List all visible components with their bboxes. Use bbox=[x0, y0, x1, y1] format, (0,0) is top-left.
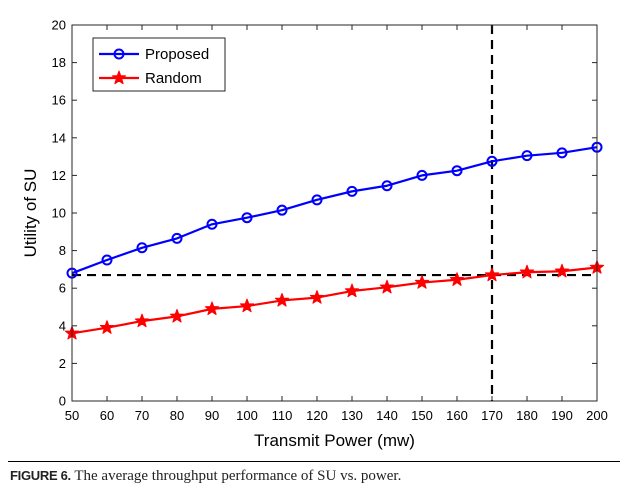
data-point-proposed bbox=[171, 232, 183, 244]
data-point-proposed bbox=[346, 185, 358, 197]
y-tick-label: 18 bbox=[52, 55, 66, 70]
y-tick-label: 0 bbox=[59, 394, 66, 409]
data-point-random bbox=[554, 263, 570, 278]
data-point-random bbox=[414, 275, 430, 289]
data-point-random bbox=[169, 308, 185, 323]
y-tick-label: 14 bbox=[52, 130, 66, 145]
series-line-proposed bbox=[71, 146, 598, 275]
data-point-proposed bbox=[241, 212, 253, 224]
data-point-random bbox=[379, 279, 395, 294]
x-axis-title: Transmit Power (mw) bbox=[254, 431, 415, 450]
x-tick-label: 120 bbox=[306, 408, 328, 423]
legend-label-random: Random bbox=[145, 70, 202, 87]
data-point-random bbox=[519, 264, 535, 279]
y-tick-label: 4 bbox=[59, 318, 66, 333]
x-tick-label: 170 bbox=[481, 408, 503, 423]
data-point-random bbox=[449, 272, 465, 286]
y-tick-label: 2 bbox=[59, 356, 66, 371]
x-tick-label: 50 bbox=[65, 408, 79, 423]
data-point-proposed bbox=[136, 242, 148, 254]
legend-marker-random bbox=[111, 70, 127, 85]
x-tick-label: 100 bbox=[236, 408, 258, 423]
caption-label: FIGURE 6. bbox=[10, 468, 71, 483]
data-point-proposed bbox=[276, 204, 288, 216]
data-point-random bbox=[484, 267, 500, 282]
x-tick-label: 160 bbox=[446, 408, 468, 423]
data-point-proposed bbox=[556, 147, 568, 159]
data-point-proposed bbox=[206, 218, 218, 230]
data-point-proposed bbox=[521, 150, 533, 162]
data-point-random bbox=[239, 298, 255, 313]
x-tick-label: 60 bbox=[100, 408, 114, 423]
x-tick-label: 110 bbox=[272, 408, 293, 423]
x-tick-label: 200 bbox=[586, 408, 608, 423]
legend-label-proposed: Proposed bbox=[145, 46, 209, 63]
data-point-random bbox=[99, 320, 115, 334]
x-tick-label: 140 bbox=[376, 408, 398, 423]
data-point-proposed bbox=[101, 254, 113, 266]
series-line-random bbox=[71, 266, 598, 335]
x-tick-label: 180 bbox=[516, 408, 538, 423]
data-point-random bbox=[204, 301, 220, 316]
data-point-random bbox=[274, 292, 290, 307]
x-tick-label: 80 bbox=[170, 408, 184, 423]
y-tick-label: 16 bbox=[52, 93, 66, 108]
y-axis-title: Utility of SU bbox=[21, 169, 40, 258]
data-point-proposed bbox=[451, 165, 463, 177]
data-point-proposed bbox=[416, 169, 428, 181]
legend-marker-proposed bbox=[113, 48, 125, 60]
data-point-random bbox=[344, 283, 360, 298]
data-point-proposed bbox=[311, 194, 323, 206]
figure-caption: FIGURE 6. The average throughput perform… bbox=[10, 468, 401, 485]
y-tick-label: 20 bbox=[52, 18, 66, 33]
caption-text: The average throughput performance of SU… bbox=[70, 468, 402, 484]
x-tick-label: 190 bbox=[551, 408, 573, 423]
x-tick-label: 70 bbox=[135, 408, 149, 423]
y-tick-label: 12 bbox=[52, 168, 66, 183]
chart: 50 60 70 80 90 100 110 120 130 140 150 160 170 180 190… bbox=[21, 18, 608, 451]
legend: Proposed Random bbox=[92, 37, 226, 92]
caption-rule bbox=[8, 461, 620, 462]
x-tick-label: 150 bbox=[411, 408, 433, 423]
x-tick-label: 90 bbox=[205, 408, 219, 423]
data-point-proposed bbox=[486, 155, 498, 167]
y-tick-label: 8 bbox=[59, 243, 66, 258]
x-tick-label: 130 bbox=[341, 408, 363, 423]
data-point-random bbox=[134, 313, 150, 328]
y-tick-label: 10 bbox=[52, 206, 66, 221]
data-point-proposed bbox=[381, 180, 393, 192]
y-tick-label: 6 bbox=[59, 281, 66, 296]
data-point-random bbox=[309, 290, 325, 304]
